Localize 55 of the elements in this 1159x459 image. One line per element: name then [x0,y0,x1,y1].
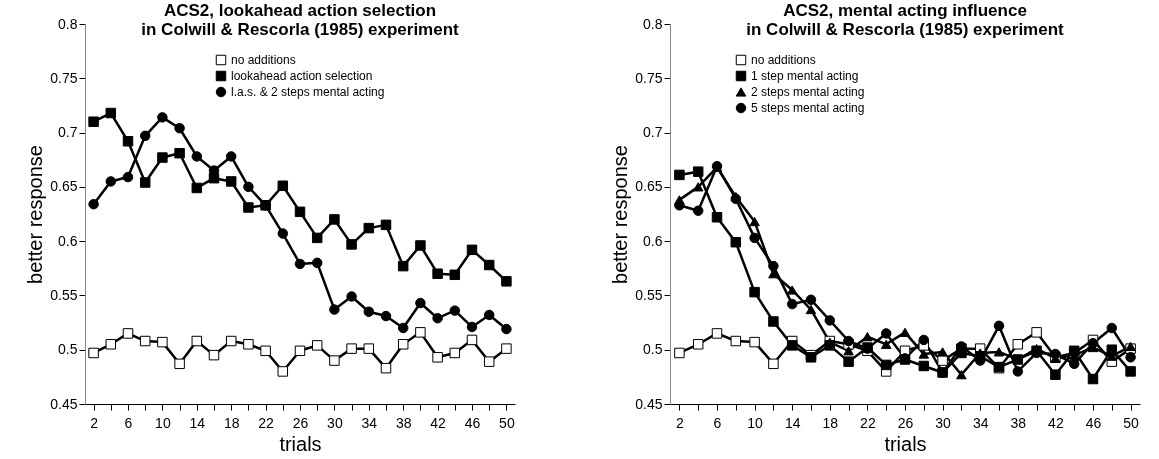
y-tick-label: 0.8 [58,15,78,32]
y-tick-label: 0.65 [50,178,78,195]
x-tick-label: 30 [935,414,952,431]
y-tick-label: 0.65 [635,178,663,195]
x-tick-label: 14 [189,414,206,431]
legend-label: no additions [751,53,816,67]
x-tick-label: 42 [1048,414,1064,431]
x-tick-label: 6 [713,414,722,431]
legend-label: no additions [231,53,296,67]
x-tick-label: 14 [784,414,801,431]
x-tick-label: 34 [972,414,989,431]
y-tick-label: 0.55 [635,286,663,303]
x-tick-label: 50 [499,414,515,431]
legend-label: l.a.s. & 2 steps mental acting [231,85,385,99]
y-tick-label: 0.45 [50,395,78,412]
x-tick-label: 42 [430,414,447,431]
x-axis-title: trials [884,432,927,455]
y-tick-label: 0.75 [50,69,78,86]
y-tick-label: 0.6 [643,232,663,249]
legend-label: 5 steps mental acting [751,101,865,115]
x-tick-label: 18 [822,414,839,431]
x-tick-label: 26 [292,414,309,431]
y-axis-title: better response [609,145,632,284]
y-axis-title: better response [24,145,47,284]
x-axis-title: trials [279,432,322,455]
x-tick-label: 38 [1010,414,1027,431]
x-tick-label: 50 [1123,414,1140,431]
y-tick-label: 0.5 [58,341,78,358]
chart-title: ACS2, mental acting influence in Colwill & Rescorla (1985) experiment [746,1,1065,39]
x-tick-label: 10 [747,414,764,431]
y-tick-label: 0.8 [643,15,663,32]
y-tick-label: 0.75 [635,69,663,86]
y-tick-label: 0.7 [58,124,78,141]
x-tick-label: 2 [90,414,99,431]
legend-label: 2 steps mental acting [751,85,865,99]
y-tick-label: 0.6 [58,232,78,249]
x-tick-label: 22 [860,414,876,431]
y-tick-label: 0.55 [50,286,78,303]
y-tick-label: 0.5 [643,341,663,358]
x-tick-label: 46 [464,414,481,431]
x-tick-label: 10 [155,414,171,431]
legend-label: 1 step mental acting [751,69,859,83]
x-tick-label: 30 [327,414,343,431]
chart-title: ACS2, lookahead action selection in Colwill & Rescorla (1985) experiment [141,1,460,39]
x-tick-label: 6 [124,414,133,431]
x-tick-label: 2 [676,414,684,431]
x-tick-label: 46 [1085,414,1102,431]
x-tick-label: 22 [258,414,275,431]
x-tick-label: 38 [395,414,412,431]
x-tick-label: 26 [897,414,914,431]
x-tick-label: 34 [361,414,378,431]
x-tick-label: 18 [223,414,240,431]
y-tick-label: 0.7 [643,124,663,141]
y-tick-label: 0.45 [635,395,663,412]
legend-label: lookahead action selection [231,69,373,83]
